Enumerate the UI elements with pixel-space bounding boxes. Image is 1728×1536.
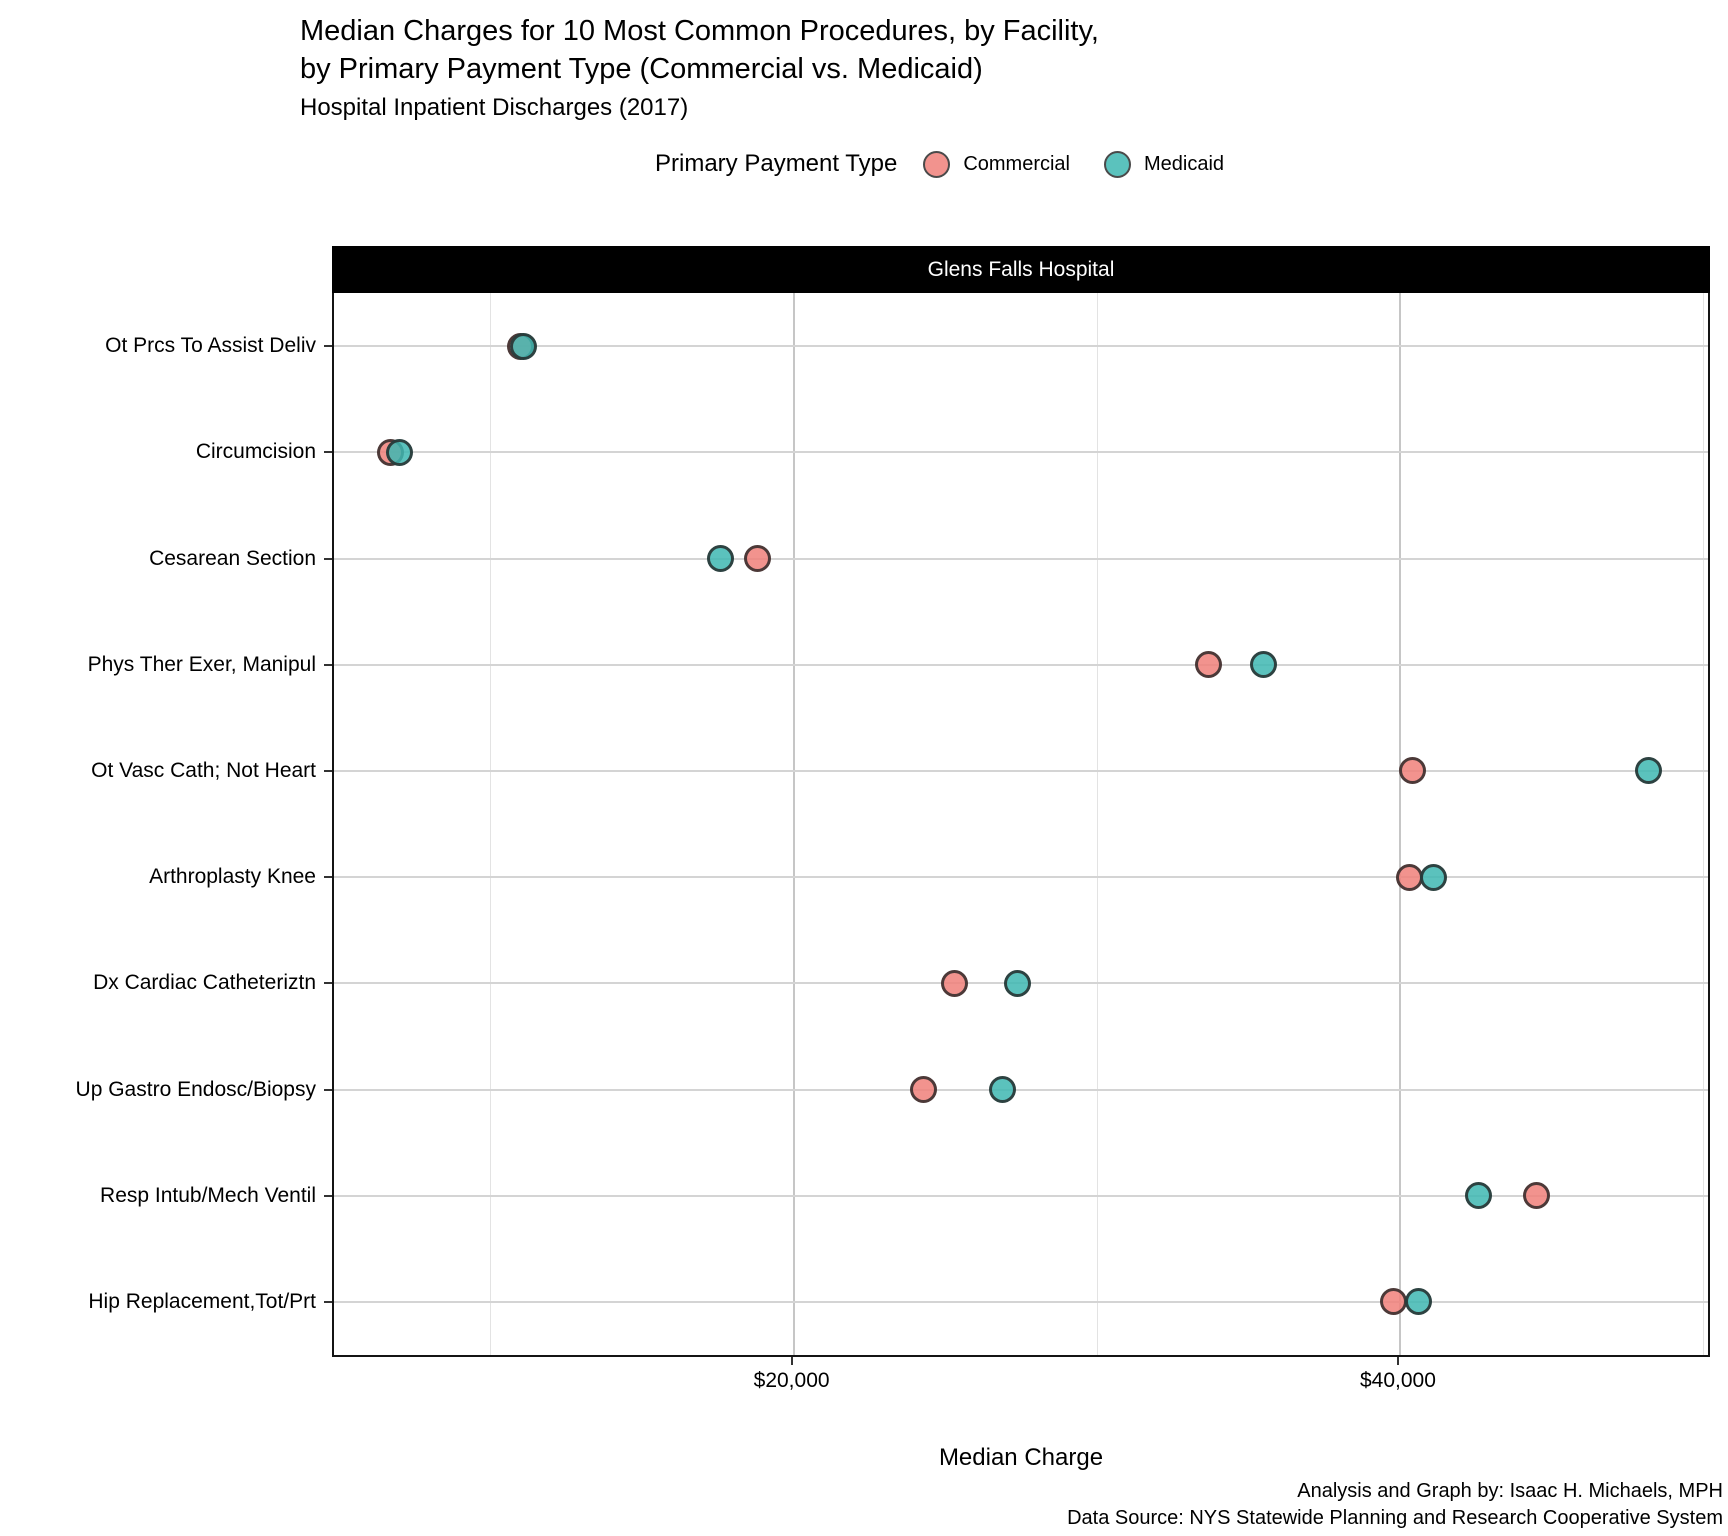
x-major-gridline bbox=[1398, 293, 1401, 1355]
y-axis-category-label: Resp Intub/Mech Ventil bbox=[100, 1183, 316, 1207]
data-point-medicaid bbox=[510, 332, 538, 360]
data-point-commercial bbox=[1380, 1288, 1408, 1316]
caption: Analysis and Graph by: Isaac H. Michaels… bbox=[1067, 1478, 1723, 1532]
plot-panel bbox=[332, 293, 1710, 1357]
legend-label-medicaid: Medicaid bbox=[1144, 152, 1225, 175]
legend-title: Primary Payment Type bbox=[655, 150, 898, 177]
medicaid-dot-icon bbox=[1104, 150, 1131, 178]
y-axis-tick bbox=[324, 451, 332, 454]
data-point-medicaid bbox=[1250, 651, 1278, 679]
x-major-gridline bbox=[792, 293, 795, 1355]
x-minor-gridline bbox=[1703, 293, 1705, 1355]
chart-title-line1: Median Charges for 10 Most Common Proced… bbox=[300, 15, 1099, 47]
y-axis-category-label: Ot Prcs To Assist Deliv bbox=[105, 334, 316, 358]
legend-item-medicaid: Medicaid bbox=[1104, 150, 1225, 178]
commercial-dot-icon bbox=[923, 150, 951, 178]
row-gridline bbox=[334, 1088, 1708, 1091]
data-point-medicaid bbox=[1465, 1182, 1493, 1210]
facet-strip: Glens Falls Hospital bbox=[332, 246, 1710, 293]
legend-item-commercial: Commercial bbox=[923, 150, 1070, 178]
data-point-medicaid bbox=[1419, 863, 1447, 891]
data-point-medicaid bbox=[707, 545, 735, 572]
row-gridline bbox=[334, 1300, 1708, 1303]
y-axis-tick bbox=[324, 663, 332, 666]
x-minor-gridline bbox=[1096, 293, 1098, 1355]
y-axis-labels: Ot Prcs To Assist Deliv Circumcision Cesar… bbox=[0, 293, 316, 1357]
legend-label-commercial: Commercial bbox=[963, 152, 1070, 175]
x-axis-tick-label: $40,000 bbox=[1360, 1369, 1436, 1392]
data-point-medicaid bbox=[1404, 1288, 1432, 1316]
y-axis-tick bbox=[324, 982, 332, 985]
data-point-commercial bbox=[910, 1076, 938, 1103]
x-axis-tick-labels: $20,000 $40,000 bbox=[332, 1369, 1710, 1399]
x-axis-title: Median Charge bbox=[938, 1444, 1104, 1471]
y-axis-category-label: Phys Ther Exer, Manipul bbox=[87, 652, 316, 676]
y-axis-category-label: Dx Cardiac Catheteriztn bbox=[93, 971, 316, 995]
chart-title-line2: by Primary Payment Type (Commercial vs. … bbox=[300, 53, 983, 85]
y-axis-category-label: Circumcision bbox=[195, 440, 316, 464]
y-axis-category-label: Hip Replacement,Tot/Prt bbox=[88, 1289, 316, 1313]
row-gridline bbox=[334, 769, 1708, 772]
data-point-commercial bbox=[1398, 757, 1426, 785]
x-axis-tick-marks bbox=[332, 1357, 1710, 1367]
data-point-commercial bbox=[1522, 1182, 1550, 1210]
row-gridline bbox=[334, 876, 1708, 879]
y-axis-tick bbox=[324, 557, 332, 560]
y-axis-tick bbox=[324, 876, 332, 879]
legend: Primary Payment Type Commercial Medicaid bbox=[655, 146, 1258, 182]
y-axis-category-label: Up Gastro Endosc/Biopsy bbox=[75, 1077, 316, 1101]
y-axis-tick bbox=[324, 1088, 332, 1091]
y-axis-ticks bbox=[316, 293, 332, 1357]
y-axis-tick bbox=[324, 345, 332, 348]
y-axis-tick bbox=[324, 1194, 332, 1197]
data-point-commercial bbox=[940, 969, 968, 997]
x-minor-gridline bbox=[490, 293, 492, 1355]
chart-subtitle: Hospital Inpatient Discharges (2017) bbox=[300, 94, 689, 121]
y-axis-category-label: Ot Vasc Cath; Not Heart bbox=[91, 758, 316, 782]
caption-line1: Analysis and Graph by: Isaac H. Michaels… bbox=[1297, 1480, 1723, 1502]
y-axis-category-label: Cesarean Section bbox=[149, 546, 316, 570]
y-axis-tick bbox=[324, 1300, 332, 1303]
data-point-medicaid bbox=[385, 438, 413, 466]
data-point-medicaid bbox=[1635, 757, 1663, 785]
row-gridline bbox=[334, 663, 1708, 666]
data-point-medicaid bbox=[989, 1076, 1017, 1103]
x-axis-tick bbox=[790, 1357, 793, 1365]
y-axis-tick bbox=[324, 769, 332, 772]
x-axis-tick-label: $20,000 bbox=[753, 1369, 830, 1392]
row-gridline bbox=[334, 557, 1708, 560]
data-point-commercial bbox=[743, 545, 771, 572]
x-axis-tick bbox=[1396, 1357, 1399, 1365]
row-gridline bbox=[334, 451, 1708, 454]
chart-title: Median Charges for 10 Most Common Proced… bbox=[300, 12, 1099, 88]
data-point-commercial bbox=[1195, 651, 1223, 679]
row-gridline bbox=[334, 345, 1708, 348]
y-axis-category-label: Arthroplasty Knee bbox=[149, 865, 316, 889]
data-point-medicaid bbox=[1004, 969, 1032, 997]
data-point-commercial bbox=[1395, 863, 1423, 891]
caption-line2: Data Source: NYS Statewide Planning and … bbox=[1067, 1507, 1723, 1529]
row-gridline bbox=[334, 1194, 1708, 1197]
